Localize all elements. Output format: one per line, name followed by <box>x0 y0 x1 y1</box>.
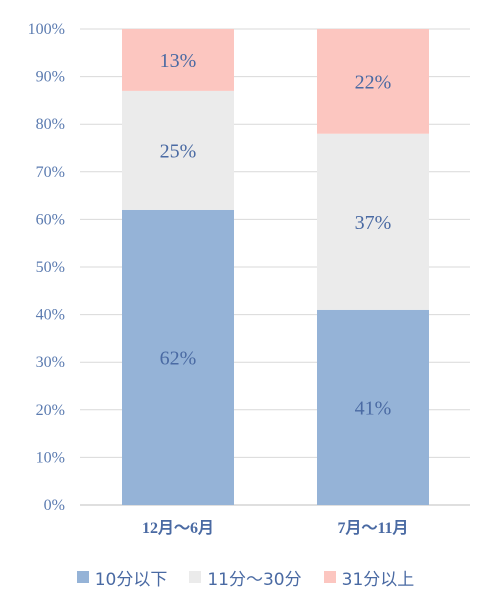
y-tick-label: 60% <box>36 211 65 228</box>
data-label: 13% <box>160 50 197 72</box>
legend-item-11-to-30min: 11分～30分 <box>189 565 302 590</box>
legend-swatch <box>323 571 336 583</box>
y-tick-label: 50% <box>36 259 65 276</box>
y-axis: 0% 10% 20% 30% 40% 50% 60% 70% 80% 90% 100% <box>28 21 65 514</box>
bars <box>122 29 429 505</box>
y-tick-label: 0% <box>44 497 65 514</box>
y-tick-label: 20% <box>36 402 65 419</box>
y-tick-label: 30% <box>36 354 65 371</box>
x-axis: 12月～6月 7月～11月 <box>142 519 409 537</box>
legend: 10分以下 11分～30分 31分以上 <box>0 562 491 592</box>
data-label: 62% <box>160 347 197 369</box>
legend-label: 31分以上 <box>341 569 415 590</box>
bar-segment <box>122 209 234 505</box>
legend-swatch <box>76 571 89 583</box>
data-label: 41% <box>355 397 392 419</box>
data-label: 25% <box>160 140 197 162</box>
x-tick-label: 7月～11月 <box>337 519 408 537</box>
y-tick-label: 40% <box>36 307 65 324</box>
y-tick-label: 70% <box>36 164 65 181</box>
y-tick-label: 10% <box>36 449 65 466</box>
legend-label: 11分～30分 <box>207 569 302 590</box>
y-tick-label: 80% <box>36 116 65 133</box>
legend-label: 10分以下 <box>94 569 168 590</box>
y-tick-label: 100% <box>28 21 65 38</box>
data-labels: 62% 25% 13% 41% 37% 22% <box>160 50 392 419</box>
x-tick-label: 12月～6月 <box>142 519 214 537</box>
bar-segment <box>317 29 429 134</box>
bar-segment <box>122 90 234 210</box>
data-label: 37% <box>355 212 392 234</box>
bar-segment <box>122 29 234 91</box>
data-label: 22% <box>355 71 392 93</box>
legend-item-10min-or-less: 10分以下 <box>76 565 168 590</box>
legend-swatch <box>189 571 202 583</box>
bar-segment <box>317 309 429 505</box>
legend-item-31min-or-more: 31分以上 <box>323 565 415 590</box>
y-tick-label: 90% <box>36 69 65 86</box>
bar-segment <box>317 133 429 310</box>
